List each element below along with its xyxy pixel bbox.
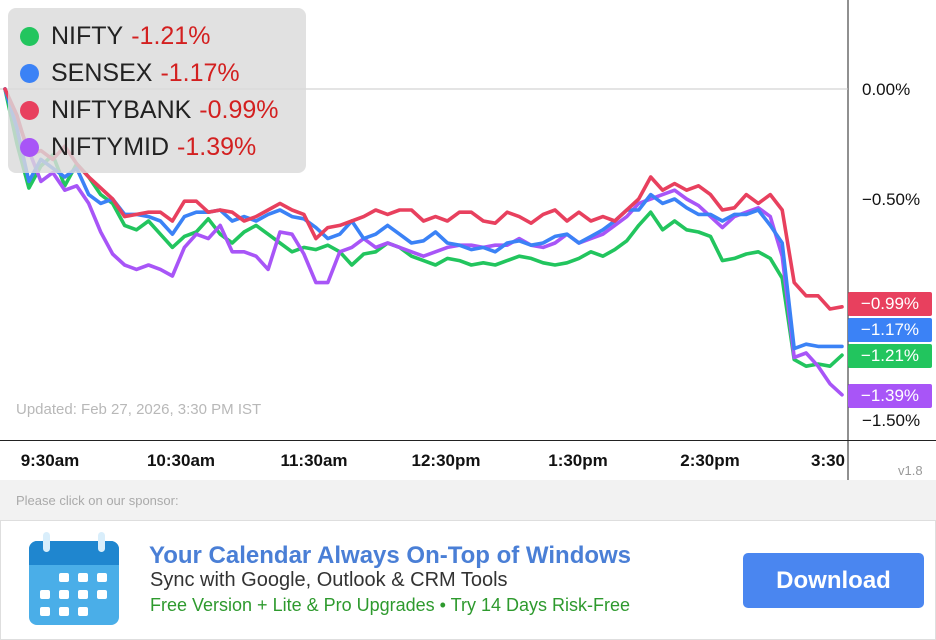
plot-area	[0, 0, 936, 480]
ad-headline[interactable]: Your Calendar Always On-Top of Windows	[149, 542, 632, 569]
legend-change-niftymid: -1.39%	[177, 132, 257, 161]
sponsor-prompt: Please click on our sponsor:	[16, 493, 179, 508]
legend-swatch-nifty	[20, 26, 39, 46]
legend-swatch-niftymid	[20, 137, 39, 157]
ad-banner[interactable]: Your Calendar Always On-Top of Windows S…	[0, 520, 936, 640]
end-value-badge-niftymid: −1.39%	[848, 384, 932, 408]
legend-item-sensex: SENSEX -1.17%	[20, 56, 240, 90]
x-tick-label: 9:30am	[20, 451, 80, 470]
x-tick-label: 11:30am	[280, 451, 348, 470]
series-line-niftymid	[3, 87, 844, 397]
legend-label-niftybank: NIFTYBANK	[51, 95, 192, 124]
y-tick-label: 0.00%	[862, 80, 911, 99]
legend-item-niftymid: NIFTYMID -1.39%	[20, 130, 256, 164]
series-line-niftybank	[3, 87, 844, 311]
series-line-nifty	[3, 87, 844, 369]
legend-label-sensex: SENSEX	[51, 58, 153, 87]
x-tick-label: 3:30	[810, 451, 846, 470]
x-tick-label: 10:30am	[146, 451, 216, 470]
legend-box: NIFTY -1.21% SENSEX -1.17% NIFTYBANK -0.…	[8, 8, 306, 173]
series-line-sensex	[3, 87, 844, 351]
legend-swatch-sensex	[20, 63, 39, 83]
x-tick-label: 1:30pm	[548, 451, 608, 470]
legend-label-niftymid: NIFTYMID	[51, 132, 170, 161]
legend-label-nifty: NIFTY	[51, 21, 124, 50]
ad-offer: Free Version + Lite & Pro Upgrades • Try…	[150, 595, 630, 615]
updated-timestamp: Updated: Feb 27, 2026, 3:30 PM IST	[16, 401, 262, 418]
chart-panel: NIFTY -1.21% SENSEX -1.17% NIFTYBANK -0.…	[0, 0, 936, 480]
end-value-badge-nifty: −1.21%	[848, 344, 932, 368]
x-tick-label: 2:30pm	[680, 451, 740, 470]
legend-change-nifty: -1.21%	[131, 21, 211, 50]
legend-item-nifty: NIFTY -1.21%	[20, 19, 210, 53]
x-tick-label: 12:30pm	[411, 451, 481, 470]
ad-subline: Sync with Google, Outlook & CRM Tools	[150, 569, 508, 591]
legend-change-sensex: -1.17%	[160, 58, 240, 87]
y-tick-label: −0.50%	[862, 190, 921, 209]
version-label: v1.8	[898, 463, 923, 478]
end-value-badge-sensex: −1.17%	[848, 318, 932, 342]
legend-swatch-niftybank	[20, 100, 39, 120]
end-value-badge-niftybank: −0.99%	[848, 292, 932, 316]
download-button[interactable]: Download	[743, 553, 924, 608]
y-tick-label: −1.50%	[862, 411, 921, 430]
calendar-icon	[29, 532, 119, 625]
sponsor-area: Please click on our sponsor: Your Calend…	[0, 480, 936, 640]
legend-change-niftybank: -0.99%	[199, 95, 279, 124]
legend-item-niftybank: NIFTYBANK -0.99%	[20, 93, 279, 127]
